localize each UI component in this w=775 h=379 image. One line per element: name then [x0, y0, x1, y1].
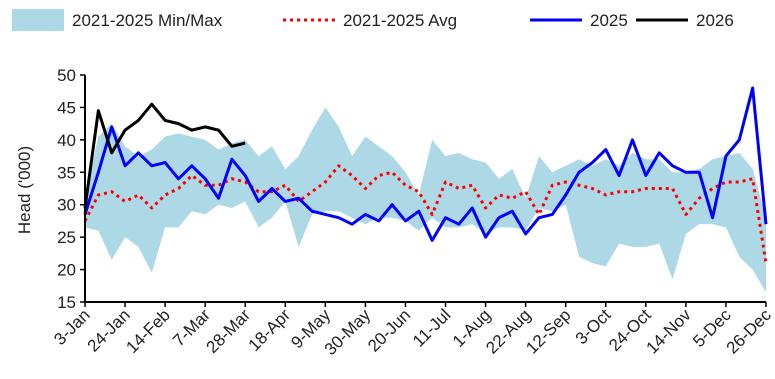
legend-item-2026: 2026: [636, 11, 734, 30]
y-tick-label: 15: [57, 293, 76, 312]
legend-item-2021-2025-min-max: 2021-2025 Min/Max: [12, 9, 223, 31]
y-axis-title: Head ('000): [15, 146, 34, 234]
x-tick-label: 30-May: [321, 305, 375, 359]
series-line-2026: [83, 102, 246, 209]
y-tick-label: 25: [57, 228, 76, 247]
series-line-2025: [83, 86, 768, 242]
y-tick-label: 45: [57, 98, 76, 117]
legend: 2021-2025 Min/Max 2021-2025 Avg 2025 2026: [12, 9, 734, 31]
min-max-band: [85, 107, 766, 293]
legend-label: 2021-2025 Min/Max: [72, 11, 223, 30]
y-tick-label: 40: [57, 131, 76, 150]
x-tick-label: 26-Dec: [723, 305, 775, 358]
y-tick-label: 20: [57, 261, 76, 280]
y-tick-label: 50: [57, 66, 76, 85]
legend-item-2025: 2025: [530, 11, 628, 30]
legend-swatch: [12, 9, 64, 31]
x-tick-label: 18-Apr: [245, 305, 295, 355]
series-lines: [83, 86, 768, 264]
x-tick-label: 11-Jul: [409, 305, 454, 350]
series-line-2021-2025-avg: [83, 164, 768, 264]
x-tick-label: 28-Mar: [203, 305, 255, 357]
x-tick-label: 12-Sep: [522, 305, 574, 357]
y-tick-label: 30: [57, 196, 76, 215]
x-tick-label: 14-Nov: [643, 305, 696, 358]
legend-item-2021-2025-avg: 2021-2025 Avg: [283, 11, 457, 30]
y-tick-label: 35: [57, 163, 76, 182]
band-area: [85, 107, 766, 293]
x-tick-label: 20-Jun: [364, 305, 414, 355]
legend-label: 2026: [696, 11, 734, 30]
legend-label: 2021-2025 Avg: [343, 11, 457, 30]
x-tick-label: 14-Feb: [122, 305, 174, 357]
legend-label: 2025: [590, 11, 628, 30]
